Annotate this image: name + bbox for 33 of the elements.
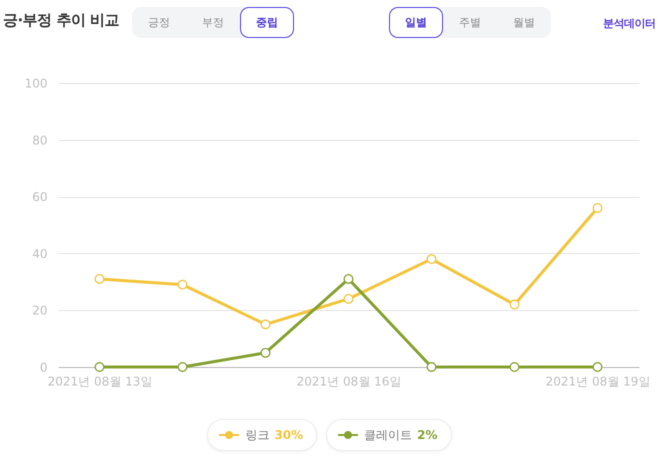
chart-title: 긍·부정 추이 비교 <box>3 11 120 30</box>
x-tick-label: 2021년 08월 13일 <box>48 374 152 388</box>
legend-label: 클레이트 2% <box>364 426 438 444</box>
legend-label: 링크 30% <box>245 426 304 444</box>
point <box>178 280 188 290</box>
point <box>344 294 354 304</box>
point <box>426 254 436 264</box>
point <box>344 274 354 284</box>
point <box>426 362 436 372</box>
point <box>178 362 188 372</box>
y-tick-label: 0 <box>40 360 48 374</box>
x-tick-label: 2021년 08월 16일 <box>296 374 402 388</box>
y-tick-label: 20 <box>32 304 48 318</box>
text: 분석데이터 <box>603 16 656 31</box>
point <box>94 274 104 284</box>
text: 부정 <box>201 15 225 31</box>
point <box>260 348 270 358</box>
y-tick-label: 40 <box>32 246 48 261</box>
y-tick-label: 80 <box>32 133 48 148</box>
text: 주별 <box>458 15 482 31</box>
text: 중립 <box>240 7 294 38</box>
x-tick-label: 2021년 08월 19일 <box>546 374 650 388</box>
point <box>592 362 602 372</box>
text: 월별 <box>512 15 536 31</box>
point <box>510 300 520 310</box>
point <box>592 202 602 213</box>
point <box>94 362 104 372</box>
y-tick-label: 60 <box>32 190 48 204</box>
point <box>510 362 520 372</box>
text: 일별 <box>389 7 443 38</box>
y-tick-label: 100 <box>24 76 48 90</box>
point <box>260 319 270 330</box>
text: 긍정 <box>147 15 171 31</box>
